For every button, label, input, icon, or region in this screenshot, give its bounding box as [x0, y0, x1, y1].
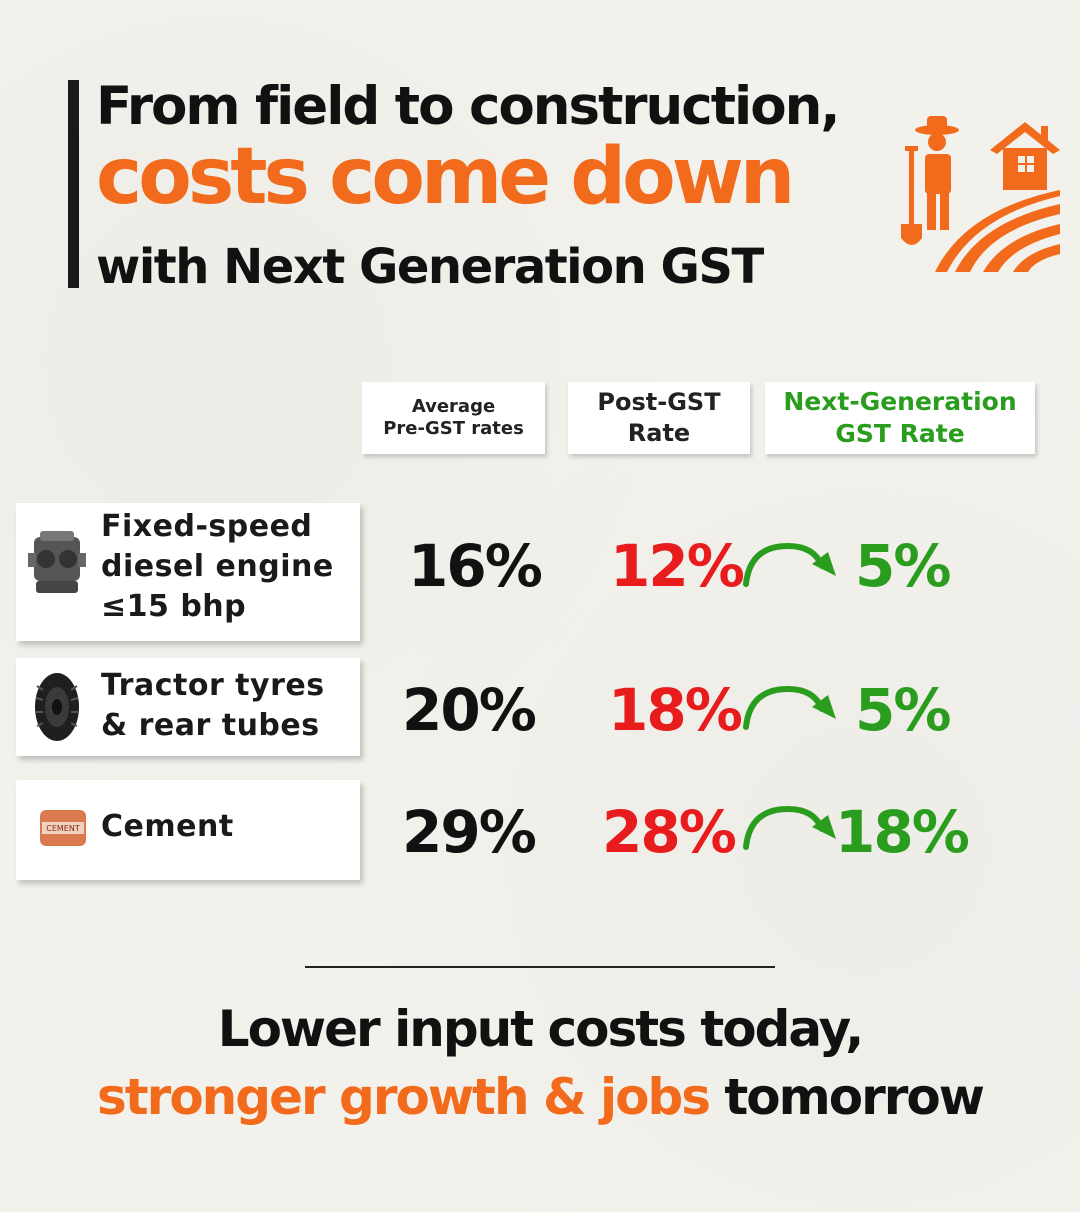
- item-card-diesel-engine: Fixed-speed diesel engine ≤15 bhp: [16, 503, 360, 641]
- tyre-icon: [35, 673, 79, 741]
- post-gst-rate: 28%: [602, 798, 737, 866]
- arrow-icon: [743, 685, 836, 730]
- footer-line-2: stronger growth & jobs tomorrow: [0, 1068, 1080, 1126]
- footer-rest: tomorrow: [709, 1068, 985, 1126]
- title-accent-bar: [68, 80, 79, 288]
- item-card-cement: CEMENT Cement: [16, 780, 360, 880]
- title-line-1: From field to construction,: [96, 76, 840, 137]
- farmer-house-icon: [901, 116, 1060, 272]
- item-card-tractor-tyres: Tractor tyres & rear tubes: [16, 658, 360, 756]
- next-gen-rate: 18%: [835, 798, 970, 866]
- header-post-gst: Post-GST Rate: [568, 382, 750, 454]
- title-line-3: with Next Generation GST: [96, 239, 764, 295]
- pre-gst-rate: 29%: [402, 798, 537, 866]
- arrow-icon: [743, 805, 836, 850]
- engine-icon: [28, 531, 86, 593]
- next-gen-rate: 5%: [855, 532, 951, 600]
- post-gst-rate: 12%: [610, 532, 745, 600]
- item-label: Tractor tyres & rear tubes: [101, 668, 325, 743]
- header-pre-gst-line2: Pre-GST rates: [383, 418, 524, 439]
- title-line-2: costs come down: [96, 132, 795, 222]
- footer-highlight: stronger growth & jobs: [97, 1068, 711, 1126]
- cement-bag-label: CEMENT: [46, 824, 80, 833]
- footer-line-1: Lower input costs today,: [217, 1000, 865, 1058]
- header-pre-gst-line1: Average: [411, 395, 496, 417]
- item-label: Cement: [101, 809, 234, 844]
- cement-bag-icon: CEMENT: [40, 810, 86, 846]
- next-gen-rate: 5%: [855, 676, 951, 744]
- pre-gst-rate: 16%: [408, 532, 543, 600]
- header-pre-gst: Average Pre-GST rates: [362, 382, 545, 454]
- header-next-gen-gst: Next-Generation GST Rate: [765, 382, 1035, 454]
- pre-gst-rate: 20%: [402, 676, 537, 744]
- item-label: Fixed-speed diesel engine ≤15 bhp: [101, 509, 334, 624]
- header-next-gen-line2: GST Rate: [835, 419, 965, 448]
- header-next-gen-line1: Next-Generation: [783, 386, 1017, 416]
- post-gst-rate: 18%: [608, 676, 743, 744]
- header-post-gst-line1: Post-GST: [597, 387, 721, 416]
- header-post-gst-line2: Rate: [627, 419, 691, 447]
- arrow-icon: [743, 542, 836, 587]
- footer-divider: [305, 966, 775, 968]
